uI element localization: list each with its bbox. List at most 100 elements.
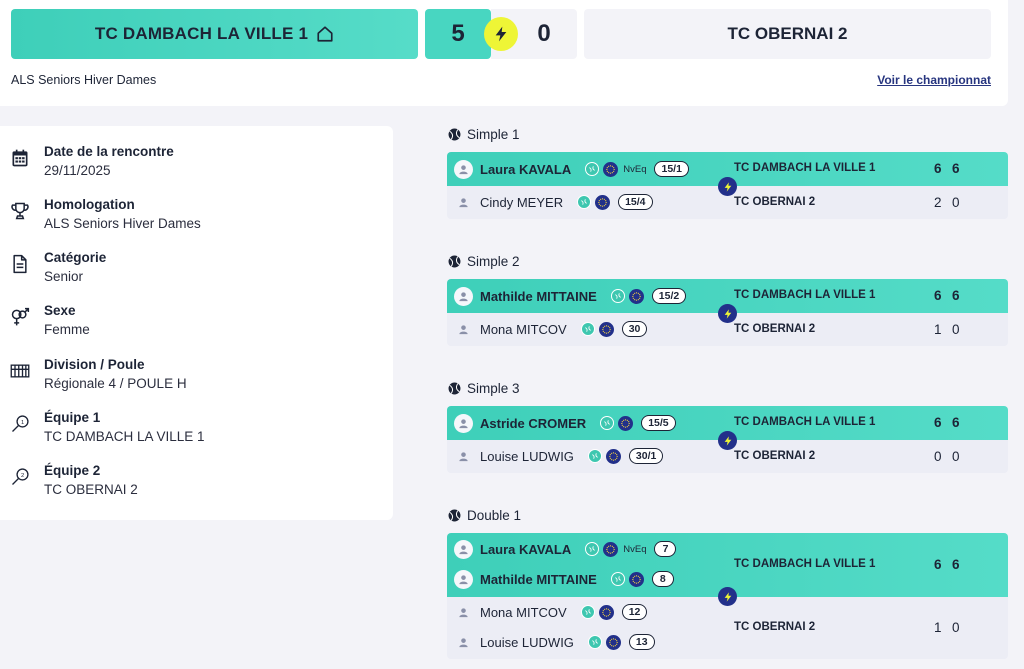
player-name: Laura KAVALA: [480, 541, 572, 557]
team-name: TC DAMBACH LA VILLE 1: [734, 289, 876, 301]
info-label: Catégorie: [44, 250, 107, 265]
rank-badge: 12: [621, 604, 648, 620]
tennis-badge-icon: [600, 416, 615, 430]
eu-badge-icon: [605, 448, 621, 464]
player-row[interactable]: Laura KAVALA NvEq 15/1: [454, 158, 689, 180]
info-item-homologation: Homologation ALS Seniors Hiver Dames: [0, 197, 393, 245]
tennis-badge-icon: [610, 289, 625, 303]
lightning-icon: [718, 431, 737, 450]
player-name: Mona MITCOV: [480, 321, 567, 337]
info-value: Régionale 4 / POULE H: [44, 376, 187, 391]
info-value: TC DAMBACH LA VILLE 1: [44, 429, 205, 444]
tennis-ball-icon: [448, 255, 461, 268]
rank-badge: 15/4: [618, 194, 653, 210]
match-header: TC DAMBACH LA VILLE 1 5 0 TC OBERNAI 2 A…: [0, 0, 1008, 106]
info-item-date: Date de la rencontre 29/11/2025: [0, 144, 393, 192]
lightning-icon: [718, 304, 737, 323]
tennis-badge-icon: [577, 195, 592, 209]
player-row[interactable]: Louise LUDWIG 13: [454, 631, 655, 653]
player-row[interactable]: Laura KAVALA NvEq 7: [454, 538, 677, 560]
lightning-icon: [484, 17, 518, 51]
info-label: Sexe: [44, 303, 76, 318]
player-row[interactable]: Louise LUDWIG 30/1: [454, 445, 664, 467]
eu-badge-icon: [598, 604, 614, 620]
info-label: Division / Poule: [44, 357, 145, 372]
avatar-icon: [454, 193, 473, 212]
set-score: 0: [952, 195, 960, 210]
set-score: 6: [934, 415, 942, 430]
rank-badge: 7: [654, 541, 677, 557]
team-name: TC OBERNAI 2: [734, 450, 816, 462]
tennis-badge-icon: [587, 635, 602, 649]
match-title: Simple 3: [467, 381, 520, 396]
info-item-gender: Sexe Femme: [0, 303, 393, 351]
eu-badge-icon: [628, 571, 644, 587]
player-row[interactable]: Cindy MEYER 15/4: [454, 191, 653, 213]
player-name: Cindy MEYER: [480, 194, 564, 210]
team-name: TC DAMBACH LA VILLE 1: [734, 162, 876, 174]
tennis-badge-icon: [587, 449, 602, 463]
rank-badge: 15/5: [641, 415, 676, 431]
away-team-banner[interactable]: TC OBERNAI 2: [584, 9, 991, 59]
home-icon: [317, 26, 333, 42]
tennis-badge-icon: [585, 542, 600, 556]
match-title-simple-3: Simple 3: [448, 381, 520, 396]
info-item-team-2: 2 Équipe 2 TC OBERNAI 2: [0, 463, 393, 511]
loser-row: Louise LUDWIG 30/1 TC OBERNAI 2 0 0: [447, 440, 1008, 473]
player-name: Mathilde MITTAINE: [480, 288, 597, 304]
avatar-icon: [454, 286, 473, 306]
competition-label: ALS Seniors Hiver Dames: [11, 73, 157, 87]
winner-row: Laura KAVALA NvEq 7 Mathilde MITTAINE 8 …: [447, 533, 1008, 597]
eu-badge-icon: [603, 161, 619, 177]
set-score: 6: [934, 557, 942, 572]
match-title: Simple 2: [467, 254, 520, 269]
player-row[interactable]: Mathilde MITTAINE 8: [454, 568, 674, 590]
match-card-simple-1[interactable]: Laura KAVALA NvEq 15/1 TC DAMBACH LA VIL…: [447, 152, 1008, 219]
info-label: Équipe 1: [44, 410, 101, 425]
info-value: TC OBERNAI 2: [44, 482, 138, 497]
player-name: Louise LUDWIG: [480, 634, 574, 650]
match-card-simple-2[interactable]: Mathilde MITTAINE 15/2 TC DAMBACH LA VIL…: [447, 279, 1008, 346]
player-name: Mona MITCOV: [480, 604, 567, 620]
match-title-double-1: Double 1: [448, 508, 521, 523]
player-name: Laura KAVALA: [480, 161, 572, 177]
view-championship-link[interactable]: Voir le championnat: [877, 73, 991, 87]
lightning-icon: [718, 587, 737, 606]
eu-badge-icon: [618, 415, 634, 431]
match-card-double-1[interactable]: Laura KAVALA NvEq 7 Mathilde MITTAINE 8 …: [447, 533, 1008, 659]
rank-badge: 30/1: [628, 448, 664, 464]
info-item-division: Division / Poule Régionale 4 / POULE H: [0, 357, 393, 405]
team-name: TC OBERNAI 2: [734, 323, 816, 335]
eu-badge-icon: [595, 194, 611, 210]
avatar-icon: [454, 447, 473, 466]
rank-badge: 8: [651, 571, 674, 587]
racket-1-icon: 1: [12, 415, 29, 432]
match-info-card: Date de la rencontre 29/11/2025 Homologa…: [0, 126, 393, 520]
match-card-simple-3[interactable]: Astride CROMER 15/5 TC DAMBACH LA VILLE …: [447, 406, 1008, 473]
avatar-icon: [454, 633, 473, 652]
loser-row: Mona MITCOV 12 Louise LUDWIG 13 TC OBERN…: [447, 597, 1008, 659]
player-row[interactable]: Mathilde MITTAINE 15/2: [454, 285, 687, 307]
player-row[interactable]: Mona MITCOV 12: [454, 601, 648, 623]
set-score: 0: [952, 620, 960, 635]
avatar-icon: [454, 603, 473, 622]
set-score: 1: [934, 322, 942, 337]
grid-icon: [10, 364, 30, 378]
home-team-banner[interactable]: TC DAMBACH LA VILLE 1: [11, 9, 418, 59]
document-icon: [13, 254, 27, 274]
player-row[interactable]: Astride CROMER 15/5: [454, 412, 676, 434]
nveq-label: NvEq: [623, 163, 647, 175]
rank-badge: 13: [628, 634, 655, 650]
set-score: 6: [934, 161, 942, 176]
eu-badge-icon: [603, 541, 619, 557]
avatar-icon: [454, 539, 473, 559]
trophy-icon: [11, 202, 29, 220]
nveq-label: NvEq: [623, 543, 647, 555]
player-row[interactable]: Mona MITCOV 30: [454, 318, 648, 340]
set-score: 2: [934, 195, 942, 210]
info-label: Équipe 2: [44, 463, 101, 478]
player-name: Mathilde MITTAINE: [480, 571, 597, 587]
gender-icon: [11, 307, 30, 326]
info-item-team-1: 1 Équipe 1 TC DAMBACH LA VILLE 1: [0, 410, 393, 458]
rank-badge: 30: [621, 321, 648, 337]
